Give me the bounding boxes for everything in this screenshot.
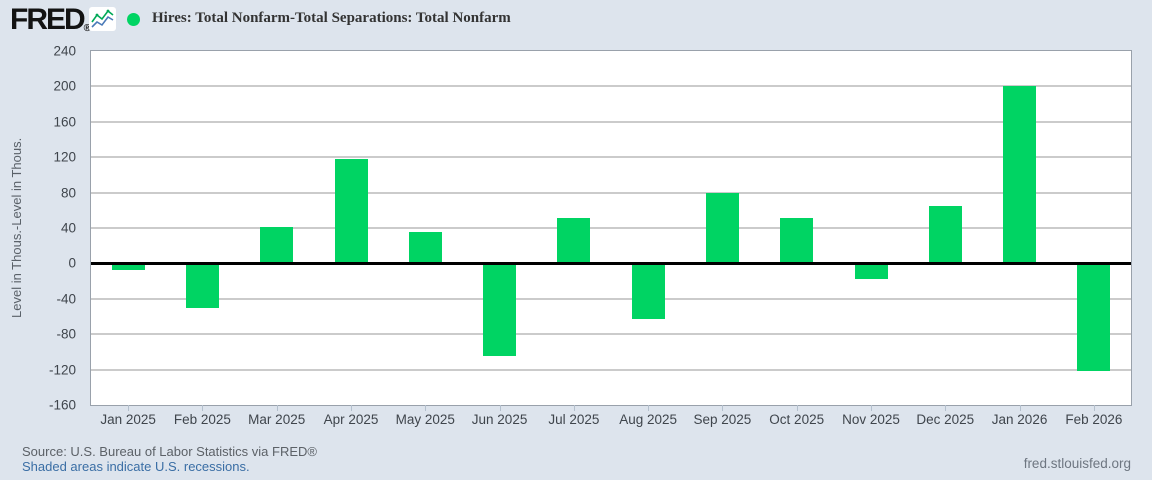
source-text: Source: U.S. Bureau of Labor Statistics …: [22, 444, 317, 459]
x-tick-label: May 2025: [395, 412, 455, 427]
sparkline-graph: [91, 9, 114, 28]
gridline: [91, 333, 1131, 336]
bar-may-2025[interactable]: [408, 232, 442, 264]
y-tick-label: -120: [48, 362, 76, 378]
x-tick-mark: [648, 405, 650, 411]
x-tick-mark: [425, 405, 427, 411]
bar-jan-2026[interactable]: [1003, 86, 1037, 264]
y-tick-label: 80: [60, 185, 76, 201]
series-title: Hires: Total Nonfarm-Total Separations: …: [152, 10, 511, 26]
y-tick-label: 240: [53, 43, 76, 59]
gridline: [91, 120, 1131, 123]
x-tick-mark: [276, 405, 278, 411]
gridline: [91, 85, 1131, 88]
bar-oct-2025[interactable]: [780, 218, 814, 264]
bar-jun-2025[interactable]: [483, 263, 517, 357]
x-tick-label: Sep 2025: [693, 412, 752, 427]
x-tick-label: Mar 2025: [248, 412, 306, 427]
bar-jul-2025[interactable]: [557, 218, 591, 264]
x-tick-label: Aug 2025: [619, 412, 678, 427]
y-tick-label: 0: [68, 255, 76, 271]
x-tick-mark: [499, 405, 501, 411]
x-tick-mark: [1093, 405, 1095, 411]
x-tick-label: Apr 2025: [323, 412, 379, 427]
x-tick-mark: [351, 405, 352, 411]
x-tick-label: Oct 2025: [769, 412, 825, 427]
fred-registered-mark: ®: [83, 23, 92, 34]
y-tick-label: -40: [56, 291, 76, 307]
x-tick-label: Dec 2025: [916, 412, 975, 427]
y-tick-label: 120: [53, 149, 76, 165]
x-tick-label: Jan 2025: [100, 412, 156, 427]
bar-mar-2025[interactable]: [260, 227, 294, 264]
fred-logo[interactable]: FRED®: [10, 3, 91, 37]
bar-dec-2025[interactable]: [928, 205, 962, 264]
bar-sep-2025[interactable]: [705, 192, 739, 264]
plot-area: [90, 50, 1132, 406]
x-tick-label: Feb 2026: [1065, 412, 1123, 427]
zero-axis-line: [91, 261, 1131, 265]
y-tick-label: 200: [53, 78, 76, 94]
gridline: [91, 156, 1131, 159]
bar-jan-2025[interactable]: [111, 263, 145, 271]
x-tick-mark: [722, 405, 724, 411]
y-tick-label: 40: [60, 220, 76, 236]
fred-sparkline-icon[interactable]: [89, 7, 116, 31]
y-axis: 240 200 160 120 80 40 0 -40 -80 -120 -160: [0, 44, 83, 413]
x-tick-label: Jan 2026: [991, 412, 1048, 427]
x-axis: Jan 2025 Feb 2025 Mar 2025 Apr 2025 May 2025…: [91, 405, 1131, 435]
x-tick-mark: [128, 405, 130, 411]
x-tick-label: Jul 2025: [548, 412, 600, 427]
bar-nov-2025[interactable]: [854, 263, 888, 280]
recessions-link[interactable]: Shaded areas indicate U.S. recessions.: [22, 459, 250, 474]
bar-feb-2026[interactable]: [1077, 263, 1111, 372]
x-tick-mark: [202, 405, 204, 411]
fred-logo-text: FRED: [10, 3, 86, 36]
x-tick-mark: [871, 405, 872, 411]
gridline: [91, 227, 1131, 229]
x-tick-mark: [796, 405, 798, 411]
gridline: [91, 368, 1131, 371]
x-tick-label: Jun 2025: [471, 412, 528, 427]
bar-aug-2025[interactable]: [631, 263, 665, 320]
legend-marker-icon: [127, 13, 140, 26]
x-tick-label: Feb 2025: [173, 412, 231, 427]
x-tick-label: Nov 2025: [842, 412, 900, 427]
x-tick-mark: [1019, 405, 1021, 411]
bar-apr-2025[interactable]: [334, 158, 368, 264]
fred-site-link[interactable]: fred.stlouisfed.org: [1023, 456, 1131, 471]
bar-feb-2025[interactable]: [185, 263, 219, 308]
x-tick-mark: [945, 405, 947, 411]
y-tick-label: 160: [53, 114, 76, 130]
y-tick-label: -160: [48, 397, 76, 413]
y-tick-label: -80: [56, 326, 76, 342]
x-tick-mark: [573, 405, 575, 411]
gridline: [91, 191, 1131, 194]
gridline: [91, 297, 1131, 300]
